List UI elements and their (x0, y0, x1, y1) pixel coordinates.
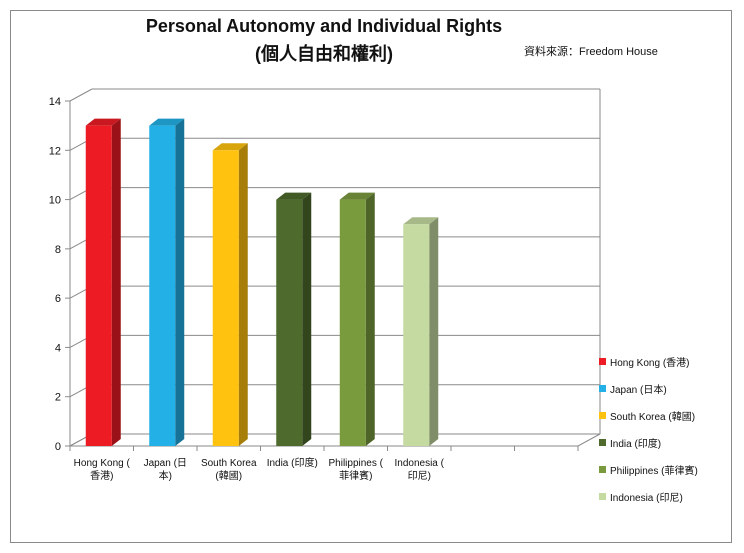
legend-label: Japan (日本) (610, 385, 667, 396)
bar (403, 224, 430, 446)
legend-swatch (599, 412, 606, 419)
bar-top (212, 143, 248, 151)
x-tick-label-line: 菲律賓) (339, 469, 372, 482)
x-tick-label: Hong Kong (香港) (74, 458, 131, 482)
bar (212, 150, 239, 447)
legend-label: South Korea (韓國) (610, 412, 696, 423)
x-tick-label-line: South Korea (201, 458, 257, 469)
legend-item: Japan (日本) (599, 375, 698, 402)
x-tick-label-line: 印尼) (408, 470, 431, 482)
y-tick-label: 2 (55, 392, 61, 404)
bar-side (175, 118, 185, 447)
legend-label: India (印度) (610, 439, 662, 450)
bar (276, 199, 303, 446)
legend-label: Hong Kong (香港) (610, 358, 690, 369)
x-tick-label-line: (韓國) (215, 470, 242, 482)
bar (149, 125, 176, 447)
legend-item: Philippines (菲律賓) (599, 456, 698, 483)
legend-item: Hong Kong (香港) (599, 348, 698, 375)
x-tick-label: India (印度) (267, 456, 318, 469)
y-tick-label: 4 (55, 342, 61, 354)
bar-side (429, 217, 439, 446)
y-tick-label: 8 (55, 244, 61, 256)
legend-item: India (印度) (599, 429, 698, 456)
bar (85, 125, 112, 447)
bar-top (403, 217, 439, 225)
y-tick-label: 10 (49, 195, 61, 207)
legend-item: South Korea (韓國) (599, 402, 698, 429)
x-tick-label-line: 香港) (90, 470, 113, 482)
grid-connector (69, 88, 93, 102)
legend-swatch (599, 466, 606, 473)
legend-label: Indonesia (印尼) (610, 493, 683, 504)
legend-swatch (599, 385, 606, 392)
y-tick-label: 0 (55, 441, 61, 453)
x-tick-label: Japan (日本) (144, 458, 187, 482)
source-note: 資料來源：Freedom House (524, 46, 658, 58)
bar-side (111, 118, 121, 447)
x-tick-label: Indonesia (印尼) (395, 458, 445, 482)
y-tick-label: 14 (49, 96, 61, 108)
x-tick-label-line: Hong Kong ( (74, 458, 131, 469)
chart-legend: Hong Kong (香港) Japan (日本) South Korea (韓國)… (599, 348, 698, 510)
bar-top (339, 192, 375, 200)
legend-swatch (599, 439, 606, 446)
x-tick-label: South Korea (韓國) (201, 458, 257, 482)
bar-side (365, 192, 375, 446)
bar-top (85, 118, 121, 126)
legend-swatch (599, 358, 606, 365)
chart-title: Personal Autonomy and Individual Rights (145, 16, 503, 36)
legend-item: Indonesia (印尼) (599, 483, 698, 510)
bar (339, 199, 366, 446)
y-tick-label: 6 (55, 293, 61, 305)
bar-top (276, 192, 312, 200)
x-tick-label-line: Japan (日 (144, 458, 187, 469)
x-tick-label: Philippines (菲律賓) (329, 458, 384, 482)
legend-swatch (599, 493, 606, 500)
x-tick-label-line: Philippines ( (329, 458, 384, 469)
x-tick-label-line: India (印度) (267, 456, 318, 469)
chart-subtitle: (個人自由和權利) (255, 44, 393, 64)
x-tick-label-line: 本) (159, 469, 172, 482)
bar-side (238, 143, 248, 447)
legend-label: Philippines (菲律賓) (610, 466, 698, 477)
bar-top (149, 118, 185, 126)
bar-side (302, 192, 312, 446)
x-tick-label-line: Indonesia ( (395, 458, 445, 469)
y-tick-label: 12 (49, 145, 61, 157)
